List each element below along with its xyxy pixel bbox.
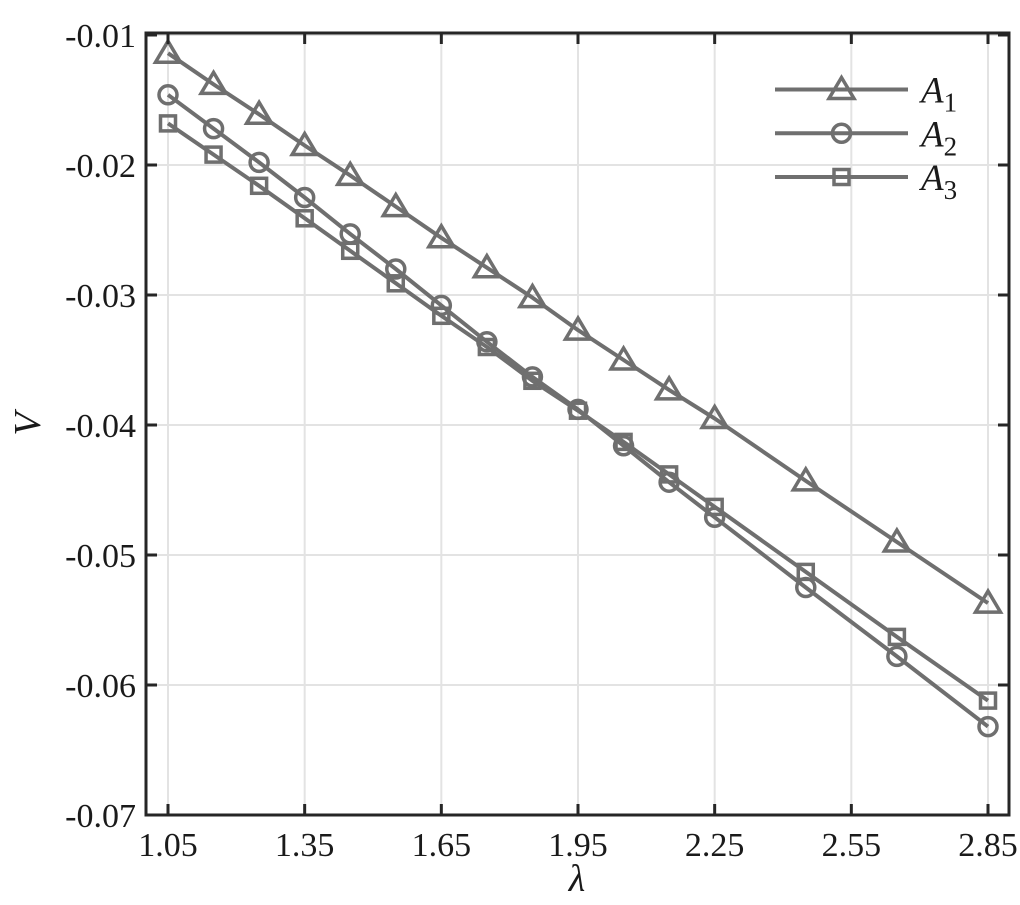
series-A3-marker bbox=[249, 176, 269, 196]
x-tick-label: 1.65 bbox=[412, 827, 472, 864]
series-A1-marker bbox=[425, 222, 457, 249]
series-A3-marker bbox=[204, 145, 223, 164]
series-A3-marker bbox=[477, 337, 497, 357]
y-tick-label: -0.04 bbox=[65, 408, 136, 445]
legend-marker-square bbox=[832, 167, 851, 187]
series-A1-marker bbox=[380, 191, 412, 218]
x-tick-label: 1.05 bbox=[138, 827, 198, 864]
series-A1-marker bbox=[653, 374, 685, 401]
series-A1-marker bbox=[152, 37, 184, 64]
series-A1-marker bbox=[881, 526, 913, 553]
legend-label-subscript: 2 bbox=[944, 131, 958, 161]
series-A3-marker bbox=[432, 306, 451, 326]
series-A3-marker bbox=[887, 627, 907, 647]
series-A1-marker bbox=[243, 98, 275, 126]
series-A3-marker bbox=[386, 274, 406, 293]
series-A3-marker bbox=[340, 241, 360, 261]
series-A1-marker bbox=[790, 465, 822, 492]
series-A3-marker bbox=[614, 432, 633, 452]
series-A2-marker bbox=[157, 84, 179, 106]
x-tick-label: 2.25 bbox=[685, 827, 745, 864]
y-tick-label: -0.05 bbox=[65, 538, 136, 575]
series-A3-marker bbox=[705, 497, 724, 517]
y-tick-label: -0.03 bbox=[65, 278, 136, 315]
y-tick-label: -0.02 bbox=[65, 148, 136, 185]
legend-marker-circle bbox=[830, 122, 853, 144]
series-A1-marker bbox=[334, 159, 366, 187]
y-tick-label: -0.06 bbox=[65, 668, 136, 705]
series-A1-marker bbox=[197, 68, 230, 96]
series-A1-marker bbox=[471, 252, 503, 279]
series-A2-marker bbox=[202, 117, 225, 140]
series-A1-marker bbox=[562, 314, 594, 341]
series-A3-marker bbox=[158, 114, 178, 133]
series-A3-marker bbox=[978, 691, 998, 710]
series-A2-marker bbox=[977, 715, 999, 738]
series-A1-marker bbox=[607, 344, 640, 371]
series-A1-line bbox=[166, 51, 990, 605]
series-A3-marker bbox=[523, 371, 542, 391]
y-tick-label: -0.01 bbox=[65, 18, 136, 55]
series-A2-marker bbox=[886, 645, 908, 668]
series-A1-marker bbox=[516, 282, 549, 309]
series-A2-line bbox=[166, 93, 990, 729]
legend-label-subscript: 1 bbox=[944, 88, 958, 118]
y-axis-label: V bbox=[7, 409, 49, 436]
series-A3 bbox=[158, 114, 998, 710]
x-tick-label: 1.35 bbox=[275, 827, 335, 864]
x-tick-label: 2.85 bbox=[958, 827, 1018, 864]
legend-marker-triangle bbox=[825, 74, 858, 101]
x-tick-label: 2.55 bbox=[822, 827, 882, 864]
legend-label-subscript: 3 bbox=[944, 175, 958, 205]
series-A3-marker bbox=[295, 209, 314, 228]
series-A1-marker bbox=[289, 130, 321, 157]
series-A3-marker bbox=[568, 401, 588, 420]
series-A1 bbox=[152, 37, 1004, 614]
legend-label-A3: A3 bbox=[918, 158, 957, 205]
x-tick-label: 1.95 bbox=[548, 827, 608, 864]
series-A1-marker bbox=[699, 403, 731, 430]
series-A2-marker bbox=[293, 186, 316, 209]
series-A2-marker bbox=[248, 151, 270, 174]
series-A3-line bbox=[166, 121, 990, 703]
series-A2-marker bbox=[385, 258, 407, 280]
series-A1-marker bbox=[972, 587, 1004, 614]
series-A3-marker bbox=[796, 562, 816, 582]
x-axis-label: λ bbox=[568, 858, 585, 900]
series-A3-marker bbox=[659, 465, 679, 484]
y-tick-label: -0.07 bbox=[65, 798, 136, 835]
